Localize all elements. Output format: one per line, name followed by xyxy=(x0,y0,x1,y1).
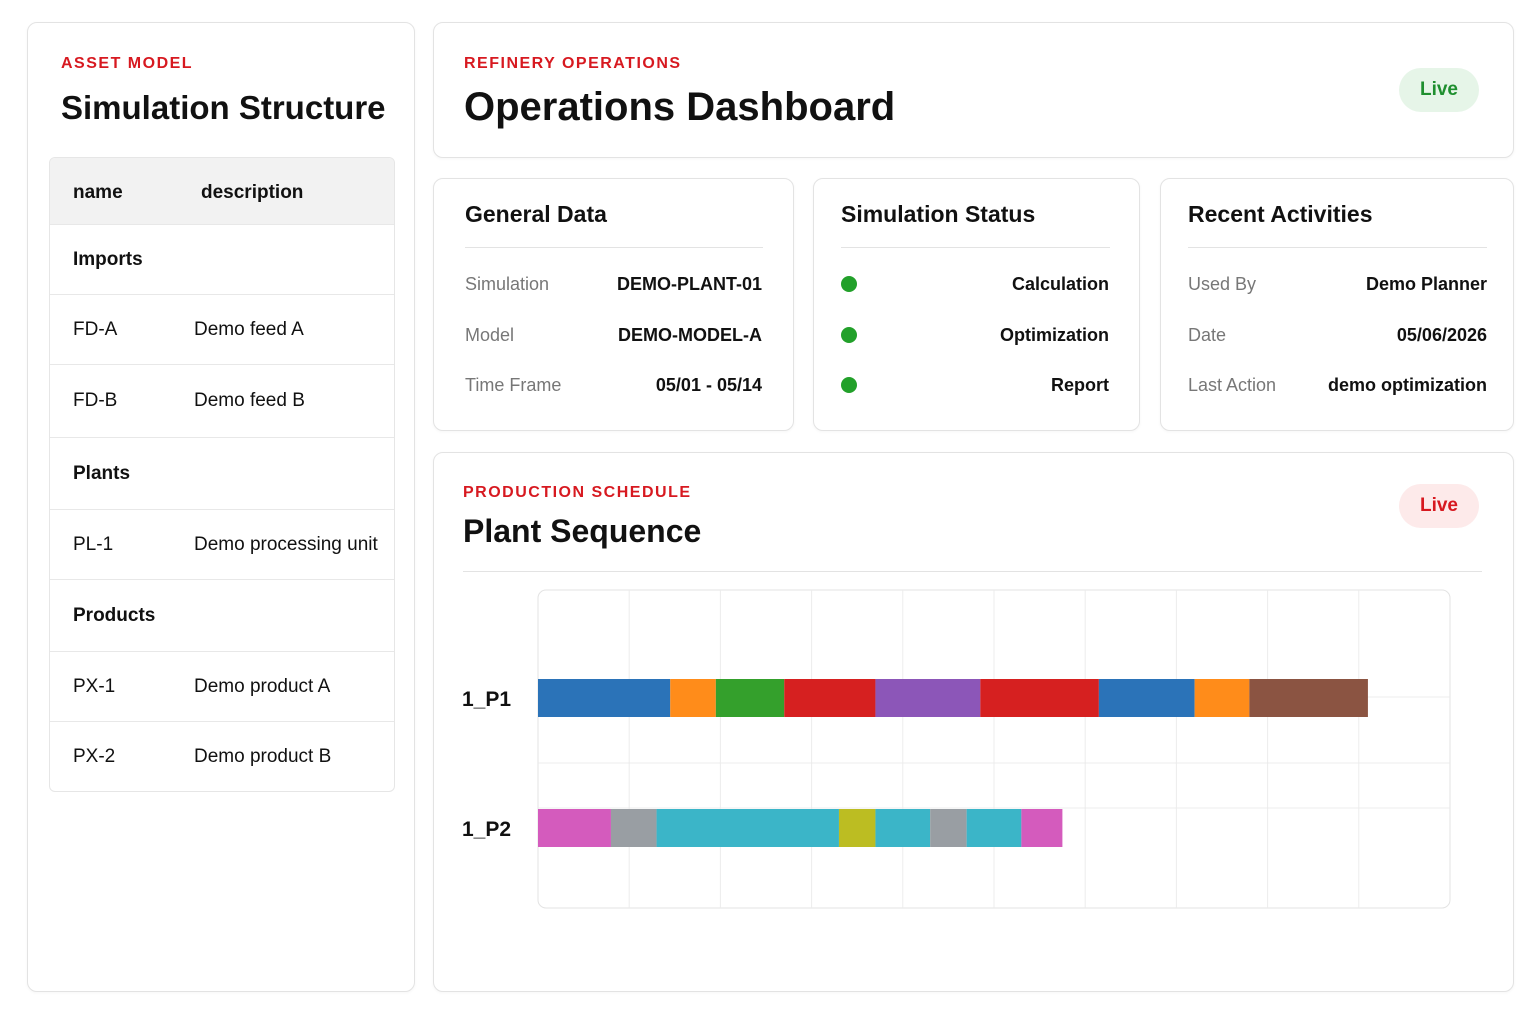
recent-card: Recent Activities Used By Demo Planner D… xyxy=(1160,178,1514,431)
gantt-segment xyxy=(1194,679,1250,717)
gantt-segment xyxy=(784,679,876,717)
card-title: Recent Activities xyxy=(1188,201,1373,227)
cell: PX-2 xyxy=(73,746,116,767)
field-value: 05/06/2026 xyxy=(1396,325,1487,345)
gantt-segment xyxy=(538,809,611,847)
header-card: REFINERY OPERATIONS Operations Dashboard… xyxy=(433,22,1514,158)
field-value: 05/01 - 05/14 xyxy=(655,375,762,395)
gantt-segment xyxy=(715,679,785,717)
field-label: Model xyxy=(465,325,515,345)
status-badge: Live xyxy=(1399,484,1479,528)
group-row: Plants xyxy=(50,437,394,509)
eyebrow: PRODUCTION SCHEDULE xyxy=(463,484,692,501)
cell: Demo processing unit xyxy=(194,534,378,555)
cell: FD-A xyxy=(73,319,118,340)
field-label: Last Action xyxy=(1188,375,1277,395)
status-label: Report xyxy=(1051,375,1109,395)
field-value: Demo Planner xyxy=(1365,274,1487,294)
separator xyxy=(841,247,1110,248)
group-label: Products xyxy=(73,605,156,626)
gantt-segment xyxy=(1098,679,1195,717)
gantt-segment xyxy=(670,679,716,717)
group-row: Imports xyxy=(50,224,394,294)
table-row[interactable]: PL-1 Demo processing unit xyxy=(50,509,394,579)
asset-panel: ASSET MODEL Simulation Structure name de… xyxy=(27,22,415,992)
group-label: Imports xyxy=(73,249,143,270)
group-label: Plants xyxy=(73,463,131,484)
cell: Demo product A xyxy=(194,676,331,697)
gantt-segment xyxy=(610,809,657,847)
status-card: Simulation Status Calculation Optimizati… xyxy=(813,178,1140,431)
status-dot xyxy=(841,276,857,292)
gantt-segment xyxy=(1249,679,1368,717)
separator xyxy=(465,247,763,248)
status-label: Optimization xyxy=(1000,325,1109,345)
cell: FD-B xyxy=(73,390,118,411)
status-dot xyxy=(841,377,857,393)
separator xyxy=(1188,247,1487,248)
cell: PX-1 xyxy=(73,676,116,697)
section-title: Plant Sequence xyxy=(463,513,702,549)
status-dot xyxy=(841,327,857,343)
eyebrow: REFINERY OPERATIONS xyxy=(464,55,682,72)
eyebrow: ASSET MODEL xyxy=(61,55,194,72)
column-header: name xyxy=(73,182,123,203)
cell: Demo feed A xyxy=(194,319,304,340)
field-label: Time Frame xyxy=(465,375,562,395)
field-value: DEMO-PLANT-01 xyxy=(616,274,762,294)
column-header: description xyxy=(201,182,304,203)
table-row[interactable]: FD-B Demo feed B xyxy=(50,364,394,437)
cell: Demo product B xyxy=(194,746,332,767)
lane-label: 1_P2 xyxy=(462,818,511,841)
field-value: demo optimization xyxy=(1328,375,1487,395)
cell: PL-1 xyxy=(73,534,114,555)
gantt-segment xyxy=(930,809,967,847)
cell: Demo feed B xyxy=(194,390,305,411)
table-row[interactable]: FD-A Demo feed A xyxy=(50,294,394,364)
lane-label: 1_P1 xyxy=(462,688,511,711)
gantt-chart: 1_P1 1_P2 xyxy=(462,589,1451,909)
structure-table: name description Imports FD-A Demo feed A… xyxy=(49,157,395,792)
gantt-segment xyxy=(538,679,671,717)
field-label: Used By xyxy=(1188,274,1257,294)
field-label: Simulation xyxy=(465,274,550,294)
status-label: Calculation xyxy=(1011,274,1109,294)
card-title: Simulation Status xyxy=(841,201,1036,227)
panel-title: Simulation Structure xyxy=(61,89,386,126)
gantt-segment xyxy=(838,809,876,847)
page-title: Operations Dashboard xyxy=(464,85,896,129)
gantt-segment xyxy=(966,809,1022,847)
gantt-segment xyxy=(875,809,931,847)
general-card: General Data Simulation DEMO-PLANT-01 Mo… xyxy=(433,178,794,431)
table-header: name description xyxy=(50,158,394,224)
gantt-segment xyxy=(875,679,981,717)
gantt-segment xyxy=(980,679,1099,717)
table-row[interactable]: PX-1 Demo product A xyxy=(50,651,394,721)
gantt-segment xyxy=(656,809,839,847)
status-badge: Live xyxy=(1399,68,1479,112)
card-title: General Data xyxy=(465,201,607,227)
table-row[interactable]: PX-2 Demo product B xyxy=(50,721,394,791)
separator xyxy=(463,571,1482,572)
field-label: Date xyxy=(1188,325,1227,345)
group-row: Products xyxy=(50,579,394,651)
field-value: DEMO-MODEL-A xyxy=(618,325,762,345)
gantt-segment xyxy=(1021,809,1063,847)
